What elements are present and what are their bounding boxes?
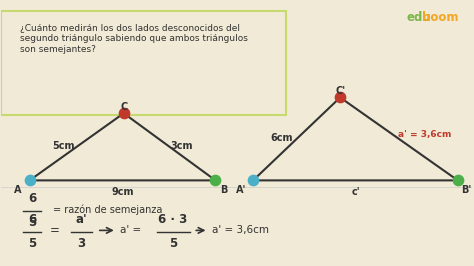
Point <box>337 95 344 99</box>
Text: A': A' <box>236 185 246 195</box>
Point <box>120 111 128 115</box>
Text: = razón de semejanza: = razón de semejanza <box>53 204 163 215</box>
Text: a': a' <box>75 213 87 226</box>
Text: 5: 5 <box>28 237 36 250</box>
Text: B: B <box>220 185 228 195</box>
Text: C: C <box>120 102 128 112</box>
Text: boom: boom <box>422 11 459 24</box>
Text: 9cm: 9cm <box>111 187 134 197</box>
Text: a' = 3,6cm: a' = 3,6cm <box>212 225 269 235</box>
Point <box>454 178 462 182</box>
Text: ¿Cuánto medirán los dos lados desconocidos del
segundo triángulo sabiendo que am: ¿Cuánto medirán los dos lados desconocid… <box>20 24 248 53</box>
Text: 5: 5 <box>28 216 36 229</box>
Text: B': B' <box>461 185 471 195</box>
Text: 3cm: 3cm <box>170 140 192 151</box>
Text: a' = 3,6cm: a' = 3,6cm <box>398 131 452 139</box>
Point <box>212 178 219 182</box>
Text: 5: 5 <box>169 237 177 250</box>
Text: 3: 3 <box>77 237 85 250</box>
Text: 6 · 3: 6 · 3 <box>158 213 188 226</box>
FancyBboxPatch shape <box>1 11 286 115</box>
Point <box>249 178 257 182</box>
Point <box>26 178 33 182</box>
Text: =: = <box>50 224 60 237</box>
Text: 5cm: 5cm <box>52 140 75 151</box>
Text: C': C' <box>335 86 345 96</box>
Text: 6cm: 6cm <box>270 133 293 143</box>
Text: A: A <box>14 185 22 195</box>
Text: edu: edu <box>407 11 432 24</box>
Text: 6: 6 <box>28 192 36 205</box>
Text: 6: 6 <box>28 213 36 226</box>
Text: a' =: a' = <box>120 225 142 235</box>
Text: c': c' <box>351 187 360 197</box>
